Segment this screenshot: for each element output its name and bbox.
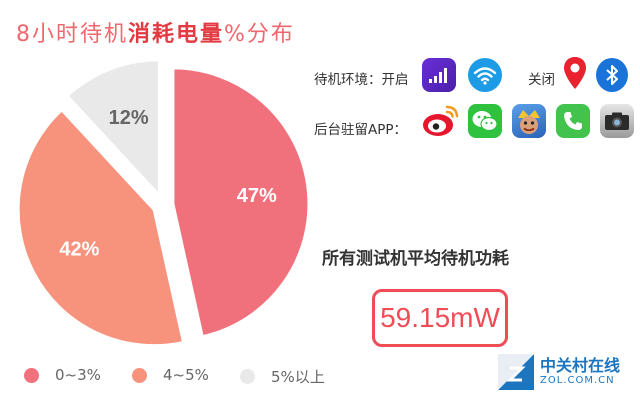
pie-label-0: 47%	[237, 185, 277, 207]
title-highlight: 消耗电量	[128, 22, 225, 47]
legend-swatch-0	[24, 367, 39, 383]
pie-chart: 47% 42% 12%	[16, 60, 311, 348]
clash-royale-icon	[512, 104, 546, 138]
pie-label-2: 12%	[109, 107, 149, 129]
legend-item-0: 0~3%	[24, 366, 101, 384]
pie-slice-1	[16, 107, 186, 348]
wifi-icon	[468, 58, 502, 92]
camera-icon	[600, 104, 634, 138]
title-prefix: 8小时待机	[16, 22, 128, 47]
pie-slice-2	[64, 60, 161, 200]
legend-swatch-2	[240, 369, 255, 384]
legend-label-0: 0~3%	[55, 366, 101, 384]
watermark-en: ZOL.COM.CN	[540, 375, 615, 387]
pie-slice-0	[171, 66, 311, 339]
watermark-cn: 中关村在线	[540, 356, 621, 376]
pie-label-1: 42%	[59, 239, 99, 261]
bg-apps-label: 后台驻留APP：	[314, 122, 408, 138]
location-pin-icon	[562, 56, 588, 90]
weibo-icon	[422, 104, 460, 138]
standby-label: 待机环境：开启	[314, 72, 409, 88]
legend-swatch-1	[132, 367, 147, 383]
power-value: 59.15mW	[372, 289, 508, 347]
legend-label-2: 5%以上	[271, 368, 325, 386]
zol-logo-icon	[498, 354, 534, 390]
legend-item-1: 4~5%	[132, 366, 209, 384]
bluetooth-icon	[596, 58, 628, 92]
signal-icon	[422, 58, 456, 92]
title-suffix: %分布	[224, 22, 295, 47]
chart-title: 8小时待机消耗电量%分布	[16, 16, 295, 48]
legend-label-1: 4~5%	[163, 366, 209, 384]
phone-icon	[556, 104, 590, 138]
wechat-icon	[468, 104, 502, 138]
watermark: 中关村在线 ZOL.COM.CN	[496, 352, 620, 392]
power-caption: 所有测试机平均待机功耗	[322, 249, 509, 269]
off-label: 关闭	[528, 72, 555, 88]
legend-item-2: 5%以上	[240, 366, 325, 387]
